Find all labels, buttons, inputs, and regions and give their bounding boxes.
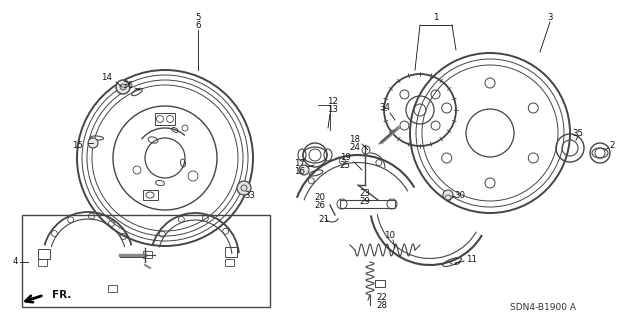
Bar: [143, 251, 152, 258]
Text: 29: 29: [360, 197, 371, 205]
Text: 15: 15: [72, 140, 83, 150]
Bar: [340, 200, 395, 208]
Bar: [225, 259, 234, 266]
Text: 36: 36: [122, 80, 134, 90]
Bar: [225, 247, 237, 257]
Text: 4: 4: [12, 257, 18, 266]
Text: FR.: FR.: [52, 290, 72, 300]
Circle shape: [116, 80, 130, 94]
Text: 6: 6: [195, 21, 201, 31]
Text: 33: 33: [244, 190, 255, 199]
Bar: [108, 285, 117, 292]
Circle shape: [299, 165, 309, 175]
Bar: [38, 259, 47, 266]
Text: 12: 12: [328, 98, 339, 107]
Text: 22: 22: [376, 293, 387, 302]
Bar: [143, 190, 158, 200]
Text: SDN4-B1900 A: SDN4-B1900 A: [510, 303, 576, 313]
Text: 2: 2: [609, 140, 615, 150]
Text: 19: 19: [340, 153, 351, 162]
Text: 13: 13: [328, 106, 339, 115]
Text: 16: 16: [294, 167, 305, 175]
Circle shape: [443, 190, 453, 200]
Text: 35: 35: [573, 129, 584, 137]
Text: 3: 3: [547, 13, 553, 23]
Text: 1: 1: [433, 13, 439, 23]
Text: 10: 10: [385, 231, 396, 240]
Bar: [155, 113, 175, 125]
Text: 24: 24: [349, 144, 360, 152]
Circle shape: [88, 138, 98, 148]
Text: 28: 28: [376, 301, 387, 310]
Bar: [375, 280, 385, 287]
Text: 30: 30: [454, 190, 465, 199]
Circle shape: [237, 181, 251, 195]
Text: 34: 34: [380, 103, 390, 113]
Text: 21: 21: [319, 216, 330, 225]
Text: 26: 26: [314, 202, 326, 211]
Text: 14: 14: [102, 73, 113, 83]
Text: 11: 11: [467, 256, 477, 264]
Text: 25: 25: [339, 161, 351, 170]
Bar: [22, 215, 270, 307]
Text: 20: 20: [314, 194, 326, 203]
Text: 23: 23: [360, 189, 371, 197]
Text: 17: 17: [294, 159, 305, 167]
Circle shape: [120, 84, 126, 90]
Text: 18: 18: [349, 136, 360, 145]
Text: 5: 5: [195, 13, 201, 23]
Bar: [38, 249, 50, 259]
